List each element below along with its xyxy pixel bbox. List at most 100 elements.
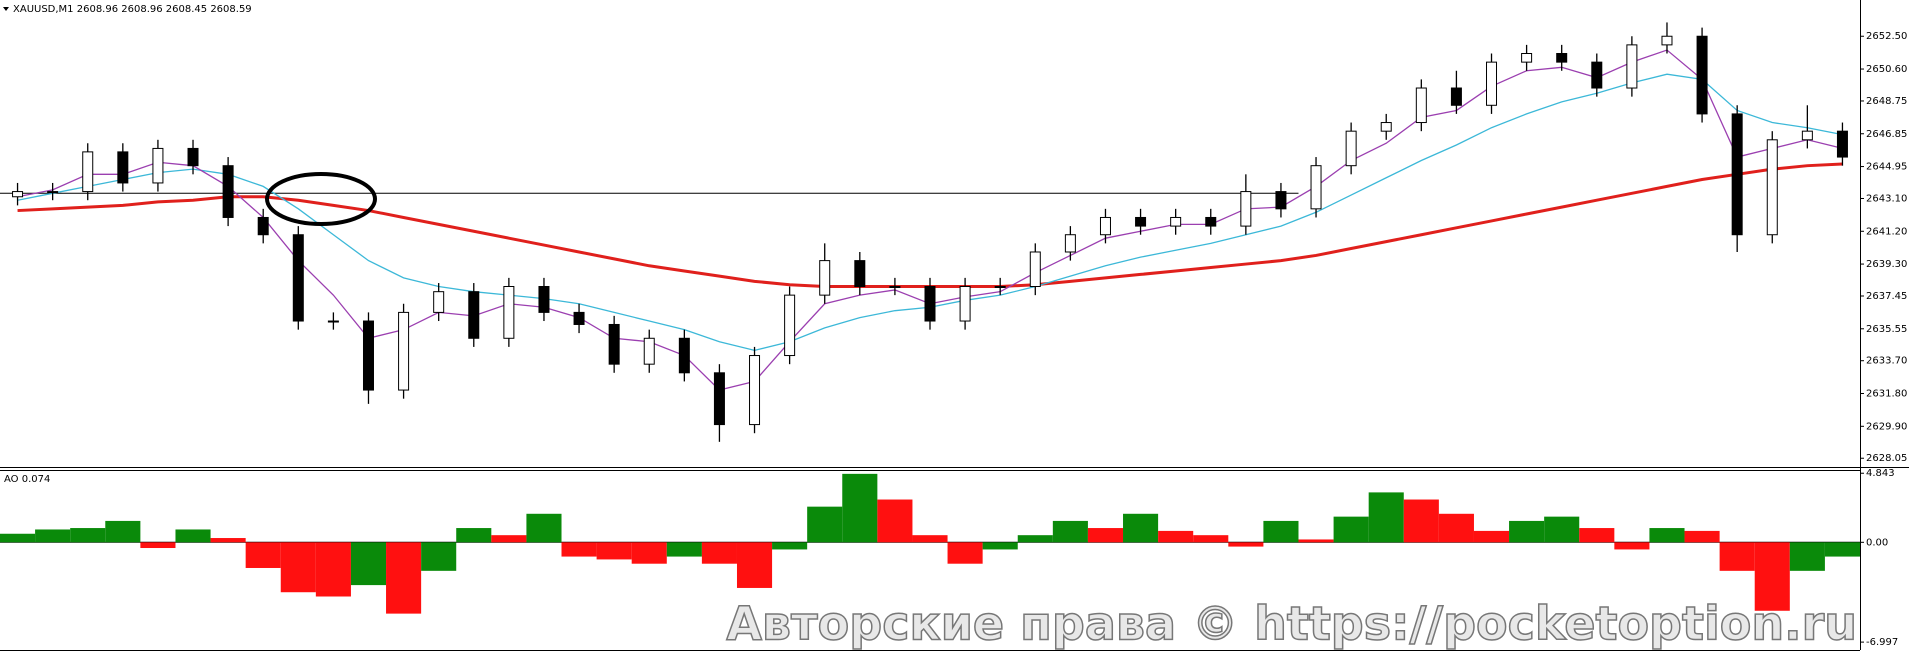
ao-bar: [877, 499, 913, 543]
candle-body: [854, 260, 866, 288]
ao-bar: [596, 542, 632, 560]
y-tick-label: 2629.90: [1866, 421, 1907, 432]
candle-body: [152, 147, 164, 184]
candle-body: [187, 147, 199, 167]
candle-body: [713, 372, 725, 426]
y-tick-label: -6.997: [1866, 637, 1898, 648]
candle-body: [468, 291, 480, 339]
candle-body: [1521, 53, 1533, 63]
ao-bar: [140, 542, 176, 549]
ao-bar: [1544, 516, 1580, 543]
ao-bar: [386, 542, 422, 614]
candle-body: [1415, 87, 1427, 124]
ao-bar: [982, 542, 1018, 550]
ao-bar: [807, 506, 843, 543]
candle-body: [678, 337, 690, 374]
ao-bar: [736, 542, 773, 588]
indicator-title: AO 0.074: [4, 474, 50, 485]
y-tick-label: 2633.70: [1866, 356, 1907, 367]
candle-body: [1486, 61, 1498, 106]
ao-bar: [35, 529, 71, 543]
y-tick-label: 2637.45: [1866, 291, 1907, 302]
y-tick-label: 2628.05: [1866, 453, 1907, 464]
ao-bar: [0, 533, 36, 543]
candle-body: [643, 337, 655, 365]
candle-body: [1766, 139, 1778, 236]
candle-body: [819, 260, 831, 296]
ao-bar: [1298, 539, 1334, 543]
candle-body: [1450, 87, 1462, 106]
y-tick-label: 2646.85: [1866, 129, 1907, 140]
y-tick-label: 2639.30: [1866, 259, 1907, 270]
candle-body: [1696, 35, 1708, 115]
candle-body: [784, 294, 796, 357]
symbol-info: XAUUSD,M1 2608.96 2608.96 2608.45 2608.5…: [13, 4, 252, 15]
ao-bar: [1789, 542, 1825, 571]
ao-bar: [1333, 516, 1369, 543]
candle-body: [1836, 130, 1848, 158]
candle-body: [1099, 216, 1111, 236]
ao-bar: [561, 542, 597, 557]
y-tick-label: 2643.10: [1866, 193, 1907, 204]
candle-body: [1029, 251, 1041, 288]
collapse-icon[interactable]: [3, 7, 9, 11]
ao-bar: [842, 473, 878, 543]
ao-bar: [210, 538, 246, 543]
ao-bar: [1649, 528, 1685, 543]
ao-bar: [1438, 513, 1474, 543]
ao-bar: [1123, 513, 1159, 543]
ao-bar: [491, 535, 527, 543]
candle-body: [1275, 191, 1287, 210]
ao-bar: [1614, 542, 1650, 550]
ao-bar: [105, 520, 141, 543]
ao-bar: [666, 542, 702, 557]
ao-bar: [350, 542, 387, 586]
candle-body: [608, 323, 620, 365]
candle-body: [538, 286, 550, 313]
candle-body: [47, 191, 59, 194]
ao-bar: [175, 529, 211, 543]
ao-bar: [280, 542, 316, 593]
candle-body: [749, 355, 761, 426]
candle-body: [1345, 130, 1357, 167]
candle-body: [1731, 113, 1743, 236]
ao-bar: [1158, 530, 1194, 543]
candle-body: [327, 320, 339, 323]
ao-bar: [1263, 520, 1299, 543]
candle-body: [12, 191, 24, 198]
candle-body: [503, 286, 515, 339]
ao-bar: [1579, 528, 1615, 543]
candle-body: [117, 151, 129, 184]
candle-body: [1626, 44, 1638, 89]
candle-body: [573, 311, 585, 325]
ao-bar: [315, 542, 351, 597]
ao-bar: [1228, 542, 1264, 547]
candle-body: [959, 286, 971, 322]
candle-body: [924, 286, 936, 322]
ao-bar: [1684, 530, 1720, 543]
ao-bar: [1473, 530, 1510, 543]
ao-bar: [1754, 542, 1790, 611]
candle-body: [1064, 234, 1076, 253]
watermark: Авторские права © https://pocketoption.r…: [726, 597, 1857, 651]
candle-body: [433, 291, 445, 313]
candle-body: [82, 151, 94, 193]
candle-body: [222, 165, 234, 218]
candle-body: [1556, 53, 1568, 63]
ao-bar: [1193, 535, 1229, 543]
candle-body: [1380, 122, 1392, 132]
candle-body: [994, 286, 1006, 289]
candle-body: [1135, 216, 1147, 227]
ao-bar: [1087, 528, 1124, 543]
candle-body: [1170, 216, 1182, 227]
y-tick-label: 2635.55: [1866, 324, 1907, 335]
candle-body: [1801, 130, 1813, 141]
candle-body: [1205, 216, 1217, 227]
ao-bar: [947, 542, 983, 564]
ao-bar: [1017, 535, 1053, 543]
y-tick-label: 2644.95: [1866, 162, 1907, 173]
ao-bar: [1824, 542, 1860, 557]
ao-bar: [526, 513, 562, 543]
candle-body: [257, 216, 269, 236]
ao-bar: [70, 528, 106, 543]
